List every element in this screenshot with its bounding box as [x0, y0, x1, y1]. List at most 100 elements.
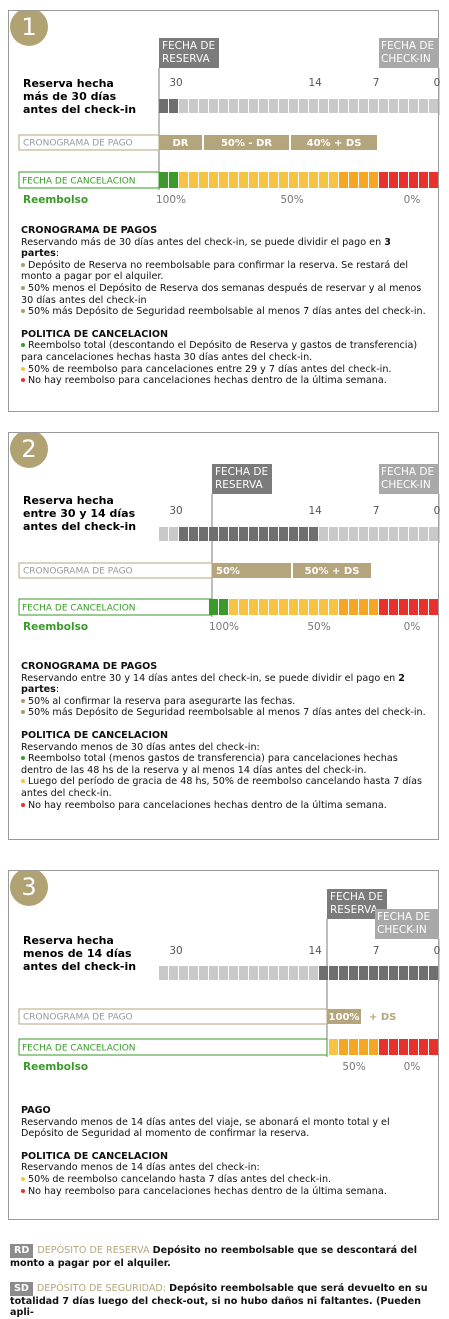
bullet-item: No hay reembolso para cancelaciones hech… [21, 375, 431, 387]
cancellation-cell [269, 172, 278, 188]
bullet-text: Depósito de Reserva no reembolsable para… [21, 259, 408, 283]
glossary-code: SD [10, 1282, 33, 1296]
cancellation-label: FECHA DE CANCELACION [22, 177, 136, 187]
step-number: 3 [21, 873, 36, 901]
cancellation-cell [369, 1039, 378, 1055]
timeline-cell [329, 527, 338, 541]
description: PAGO Reservando menos de 14 días antes de… [21, 1105, 431, 1208]
timeline-cell [229, 99, 238, 113]
timeline-cell [259, 527, 268, 541]
booking-line: antes del check-in [23, 103, 136, 116]
timeline-cell [279, 527, 288, 541]
bullet-item: Reembolso total (menos gastos de transfe… [21, 753, 431, 776]
timeline-cell [239, 99, 248, 113]
section: POLITICA DE CANCELACION Reservando menos … [21, 1151, 431, 1197]
timeline-cell [419, 966, 428, 980]
glossary-code: RD [10, 1244, 34, 1258]
timeline-cell [239, 966, 248, 980]
timeline-cell [369, 966, 378, 980]
cancellation-cell [179, 172, 188, 188]
section-intro: Reservando menos de 14 días antes del vi… [21, 1117, 431, 1140]
intro-text: 3 partes [21, 236, 391, 260]
timeline-cell [429, 527, 438, 541]
refund-level: 50% [342, 1061, 365, 1073]
day-label: 7 [373, 77, 380, 89]
glossary-text: Depósito no reembolsable que se desconta… [10, 1245, 418, 1269]
checkin-label: FECHA DE [381, 466, 434, 478]
booking-line: entre 30 y 14 días [23, 507, 136, 520]
cancellation-cell [219, 599, 228, 615]
checkin-label: CHECK-IN [381, 53, 431, 65]
timeline-cell [369, 99, 378, 113]
cancellation-cell [279, 599, 288, 615]
day-label: 0 [434, 945, 440, 957]
cancellation-cell [279, 172, 288, 188]
intro-text: Reservando menos de 14 días antes del vi… [21, 1116, 390, 1140]
cancellation-cell [329, 172, 338, 188]
cancellation-cell [429, 172, 438, 188]
timeline-cell [229, 527, 238, 541]
timeline-cell [269, 966, 278, 980]
timeline-cell [329, 99, 338, 113]
payment-label: 50% [216, 566, 240, 577]
timeline-cell [389, 99, 398, 113]
timeline-cell [429, 966, 438, 980]
bullet-item: 50% al confirmar la reserva para asegura… [21, 696, 431, 708]
payment-label: 100% [329, 1012, 360, 1023]
cancellation-cell [399, 599, 408, 615]
bullet-text: No hay reembolso para cancelaciones hech… [28, 1185, 387, 1197]
cancellation-cell [389, 1039, 398, 1055]
timeline-cell [199, 966, 208, 980]
timeline-cell [409, 99, 418, 113]
bullet-text: No hay reembolso para cancelaciones hech… [28, 375, 387, 387]
cancellation-cell [429, 1039, 438, 1055]
glossary-item: RD DEPÓSITO DE RESERVA Depósito no reembo… [10, 1244, 442, 1269]
bullet [21, 309, 25, 314]
payment-label: 50% - DR [221, 138, 272, 149]
bullet-text: Luego del período de gracia de 48 hs, 50… [21, 776, 422, 799]
timeline-cell [289, 527, 298, 541]
cancellation-cell [379, 172, 388, 188]
timeline-cell [249, 966, 258, 980]
refund-level: 0% [404, 1061, 421, 1073]
schedule-label: CRONOGRAMA DE PAGO [23, 139, 133, 149]
reservation-box [159, 38, 219, 68]
payment-extra: + DS [369, 1012, 396, 1023]
refund-level: 0% [404, 194, 421, 206]
timeline-cell [219, 99, 228, 113]
bullet-text: Reembolso total (descontando el Depósito… [21, 340, 418, 363]
refund-level: 100% [156, 194, 186, 206]
timeline-cell [429, 99, 438, 113]
cancellation-cell [349, 599, 358, 615]
timeline-cell [259, 99, 268, 113]
cancellation-cell [299, 599, 308, 615]
cancellation-cell [359, 172, 368, 188]
timeline-cell [369, 527, 378, 541]
description: CRONOGRAMA DE PAGOS Reservando más de 30 … [21, 225, 431, 398]
bullet [21, 343, 25, 348]
cancellation-cell [419, 599, 428, 615]
timeline-cell [169, 99, 178, 113]
timeline-cell [399, 99, 408, 113]
cancellation-cell [239, 599, 248, 615]
payment-segment [327, 1009, 361, 1024]
bullet-item: 50% de reembolso para cancelaciones entr… [21, 364, 431, 376]
reservation-label: RESERVA [215, 479, 263, 491]
booking-line: Reserva hecha [23, 934, 114, 947]
cancellation-cell [239, 172, 248, 188]
booking-line: Reserva hecha [23, 494, 114, 507]
section: PAGO Reservando menos de 14 días antes de… [21, 1105, 431, 1140]
booking-line: antes del check-in [23, 520, 136, 533]
timeline-cell [179, 527, 188, 541]
timeline-cell [349, 966, 358, 980]
cancellation-cell [429, 599, 438, 615]
cancellation-cell [249, 599, 258, 615]
timeline-cell [189, 966, 198, 980]
timeline-cell [419, 99, 428, 113]
timeline-cell [409, 966, 418, 980]
cancellation-cell [169, 172, 178, 188]
timeline-cell [379, 99, 388, 113]
checkin-label: FECHA DE [381, 40, 434, 52]
timeline-cell [359, 966, 368, 980]
day-label: 30 [169, 505, 182, 517]
